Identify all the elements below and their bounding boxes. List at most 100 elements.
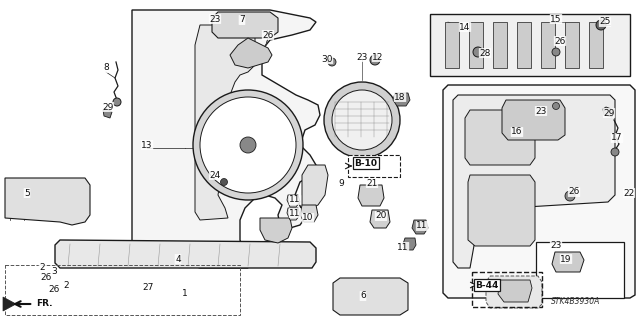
Polygon shape	[358, 185, 384, 206]
Text: 16: 16	[511, 128, 523, 137]
Text: 14: 14	[460, 23, 470, 32]
Polygon shape	[132, 10, 320, 268]
Text: 13: 13	[141, 140, 153, 150]
Polygon shape	[260, 218, 292, 243]
Text: 27: 27	[142, 284, 154, 293]
Text: 2: 2	[63, 280, 69, 290]
Polygon shape	[370, 210, 390, 228]
Text: 2: 2	[39, 263, 45, 272]
Text: 9: 9	[338, 179, 344, 188]
Text: 23: 23	[550, 241, 562, 250]
Text: 29: 29	[604, 108, 614, 117]
Circle shape	[565, 191, 575, 201]
Polygon shape	[55, 240, 316, 268]
Text: 11: 11	[289, 209, 301, 218]
Text: 17: 17	[611, 133, 623, 143]
Polygon shape	[287, 195, 300, 207]
Bar	[517, 22, 531, 68]
Circle shape	[370, 55, 380, 65]
Bar	[493, 22, 507, 68]
Text: 20: 20	[375, 211, 387, 220]
Circle shape	[324, 82, 400, 158]
Polygon shape	[603, 107, 614, 117]
Bar	[565, 22, 579, 68]
Polygon shape	[300, 205, 318, 222]
Text: 18: 18	[394, 93, 406, 101]
Circle shape	[552, 48, 560, 56]
Circle shape	[328, 58, 336, 66]
Circle shape	[193, 90, 303, 200]
Text: 1: 1	[182, 288, 188, 298]
Bar	[5, 265, 240, 315]
Polygon shape	[502, 100, 565, 140]
Text: 11: 11	[289, 196, 301, 204]
Polygon shape	[468, 175, 535, 246]
Text: 26: 26	[262, 31, 274, 40]
Text: STK4B3930A: STK4B3930A	[551, 298, 601, 307]
Circle shape	[221, 179, 227, 186]
Polygon shape	[3, 297, 16, 311]
Text: 5: 5	[24, 189, 30, 197]
Bar	[536, 242, 624, 298]
Bar	[541, 22, 555, 68]
Polygon shape	[486, 276, 542, 308]
Bar	[445, 22, 459, 68]
Bar	[348, 155, 400, 177]
Polygon shape	[552, 252, 584, 272]
Polygon shape	[412, 220, 428, 234]
Text: 10: 10	[302, 213, 314, 222]
Polygon shape	[453, 95, 615, 268]
Text: B-10: B-10	[355, 159, 378, 167]
Bar	[430, 14, 630, 76]
Circle shape	[240, 137, 256, 153]
Polygon shape	[465, 110, 535, 165]
Text: 19: 19	[560, 255, 572, 263]
Polygon shape	[230, 38, 272, 68]
Circle shape	[113, 98, 121, 106]
Circle shape	[332, 90, 392, 150]
Polygon shape	[287, 208, 300, 220]
Text: B-44: B-44	[476, 280, 499, 290]
Polygon shape	[393, 93, 410, 106]
Text: 6: 6	[360, 292, 366, 300]
Text: 24: 24	[209, 170, 221, 180]
Circle shape	[611, 148, 619, 156]
Text: 7: 7	[239, 16, 245, 25]
Text: 23: 23	[209, 14, 221, 24]
Polygon shape	[212, 12, 278, 38]
Polygon shape	[498, 280, 532, 302]
Text: 29: 29	[102, 102, 114, 112]
Bar	[589, 22, 603, 68]
Text: 11: 11	[397, 242, 409, 251]
Polygon shape	[443, 85, 635, 298]
Text: 23: 23	[356, 53, 368, 62]
Bar	[472, 272, 542, 307]
Text: 8: 8	[103, 63, 109, 72]
Bar	[469, 22, 483, 68]
Text: 26: 26	[48, 285, 60, 293]
Text: 4: 4	[175, 255, 181, 263]
Circle shape	[596, 20, 606, 30]
Text: 12: 12	[372, 53, 384, 62]
Circle shape	[200, 97, 296, 193]
Text: 22: 22	[623, 189, 635, 197]
Text: 3: 3	[51, 266, 57, 276]
Polygon shape	[5, 178, 90, 225]
Text: 28: 28	[479, 48, 491, 57]
Text: 26: 26	[40, 272, 52, 281]
Polygon shape	[103, 108, 112, 118]
Text: 11: 11	[416, 221, 428, 231]
Circle shape	[473, 47, 483, 57]
Polygon shape	[333, 278, 408, 315]
Text: 25: 25	[599, 18, 611, 26]
Polygon shape	[403, 238, 416, 250]
Text: 21: 21	[366, 179, 378, 188]
Polygon shape	[302, 165, 328, 210]
Text: 15: 15	[550, 14, 562, 24]
Text: 26: 26	[568, 188, 580, 197]
Text: FR.: FR.	[15, 300, 52, 308]
Polygon shape	[195, 25, 255, 220]
Text: 30: 30	[321, 55, 333, 63]
Text: 26: 26	[554, 36, 566, 46]
Text: 23: 23	[535, 107, 547, 115]
